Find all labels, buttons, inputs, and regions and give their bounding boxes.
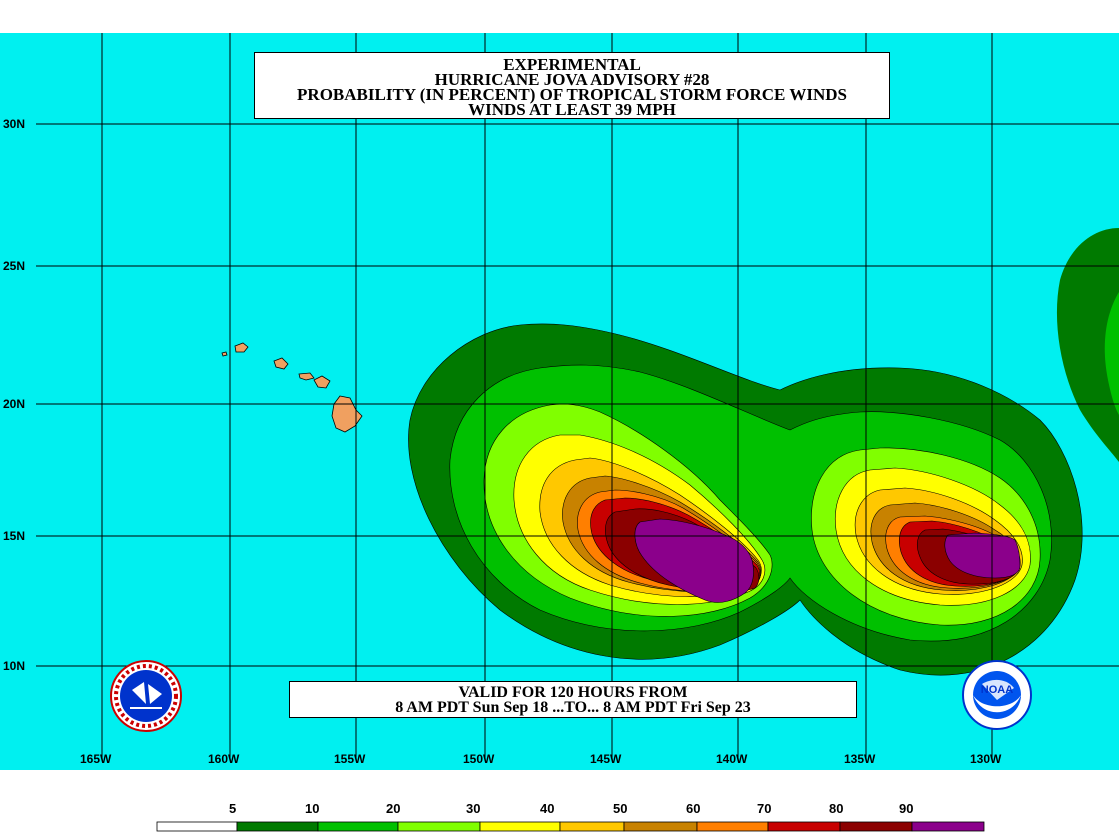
title-line-experimental: EXPERIMENTAL — [503, 55, 641, 74]
title-line-winds: WINDS AT LEAST 39 MPH — [468, 100, 676, 119]
legend-swatch — [559, 821, 625, 832]
svg-text:NOAA: NOAA — [981, 684, 1013, 696]
legend-color-bar — [156, 821, 985, 832]
legend-swatch — [156, 821, 238, 832]
legend-swatch — [767, 821, 841, 832]
legend-swatch — [839, 821, 913, 832]
island-maui — [313, 375, 331, 389]
legend-label: 40 — [540, 801, 555, 816]
lon-label-140w: 140W — [716, 752, 748, 766]
island-kauai — [234, 342, 249, 353]
title-line-advisory: HURRICANE JOVA ADVISORY #28 — [434, 70, 710, 89]
legend-label: 60 — [686, 801, 701, 816]
title-line-probability: PROBABILITY (IN PERCENT) OF TROPICAL STO… — [297, 85, 847, 104]
lat-label-20n: 20N — [3, 397, 26, 411]
nws-logo-icon — [110, 660, 182, 732]
legend-label: 20 — [386, 801, 401, 816]
legend-label: 30 — [466, 801, 481, 816]
legend-label: 10 — [305, 801, 320, 816]
lat-label-30n: 30N — [3, 117, 26, 131]
island-molokai — [298, 372, 315, 381]
map-title-box: EXPERIMENTAL HURRICANE JOVA ADVISORY #28… — [254, 52, 890, 119]
island-niihau — [221, 351, 228, 357]
lat-label-10n: 10N — [3, 659, 26, 673]
island-oahu — [273, 357, 289, 370]
lon-label-150w: 150W — [463, 752, 495, 766]
legend-swatch — [911, 821, 985, 832]
legend-label: 80 — [829, 801, 844, 816]
valid-line-hours: VALID FOR 120 HOURS FROM — [458, 684, 688, 701]
legend-swatch — [479, 821, 561, 832]
lon-label-135w: 135W — [844, 752, 876, 766]
lon-label-130w: 130W — [970, 752, 1002, 766]
legend-label: 50 — [613, 801, 628, 816]
legend-swatch — [397, 821, 481, 832]
legend-swatch — [317, 821, 399, 832]
legend-swatch — [623, 821, 698, 832]
valid-line-dates: 8 AM PDT Sun Sep 18 ...TO... 8 AM PDT Fr… — [395, 699, 751, 716]
hawaiian-islands — [221, 342, 363, 433]
noaa-logo-icon: NOAA — [962, 660, 1032, 730]
lat-label-15n: 15N — [3, 529, 26, 543]
valid-period-box: VALID FOR 120 HOURS FROM 8 AM PDT Sun Se… — [289, 681, 857, 718]
legend-label: 90 — [899, 801, 914, 816]
lat-label-25n: 25N — [3, 259, 26, 273]
lon-label-160w: 160W — [208, 752, 240, 766]
storm-probability-contours — [408, 323, 1083, 676]
legend-swatch — [236, 821, 319, 832]
lon-label-145w: 145W — [590, 752, 622, 766]
lon-label-165w: 165W — [80, 752, 112, 766]
lon-label-155w: 155W — [334, 752, 366, 766]
legend-label: 5 — [229, 801, 237, 816]
legend-swatch — [696, 821, 769, 832]
lat-lon-grid — [36, 33, 1119, 760]
legend-label: 70 — [757, 801, 772, 816]
